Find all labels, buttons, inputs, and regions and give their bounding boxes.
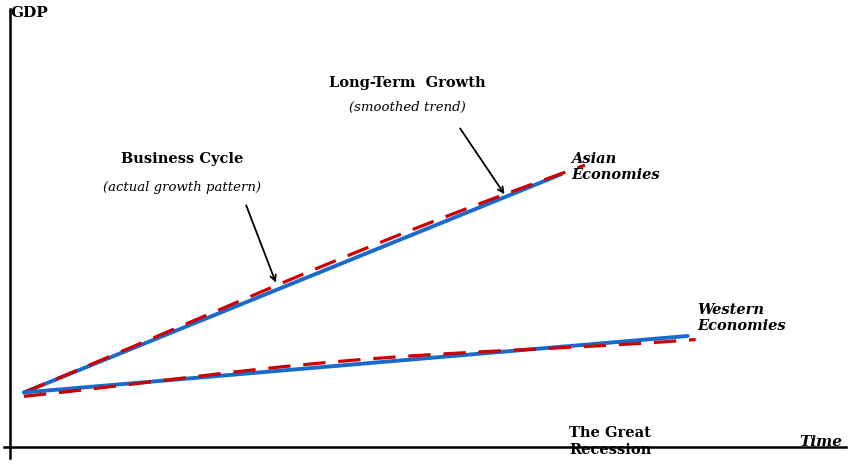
Text: Business Cycle: Business Cycle [121, 152, 243, 166]
Text: Western
Economies: Western Economies [698, 303, 786, 333]
Text: (smoothed trend): (smoothed trend) [348, 100, 466, 113]
Text: Time: Time [799, 435, 842, 449]
Text: The Great
Recession: The Great Recession [570, 426, 651, 457]
Text: Asian
Economies: Asian Economies [571, 152, 660, 182]
Text: Long-Term  Growth: Long-Term Growth [329, 76, 485, 90]
Text: GDP: GDP [10, 7, 48, 21]
Text: (actual growth pattern): (actual growth pattern) [103, 181, 261, 194]
